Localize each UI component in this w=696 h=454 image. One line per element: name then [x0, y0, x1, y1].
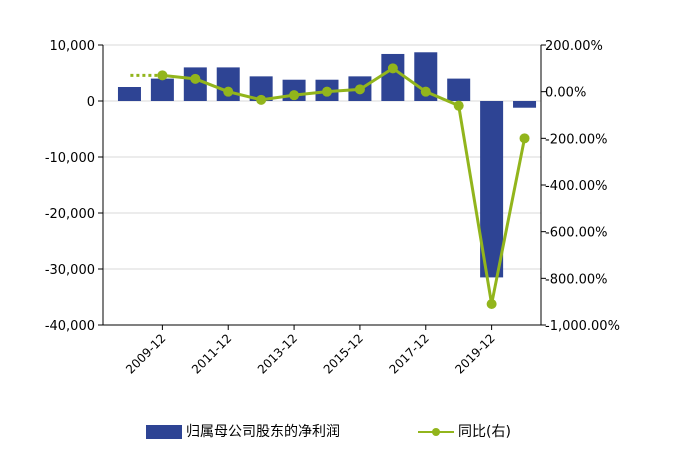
bar — [513, 101, 537, 108]
line-point — [519, 133, 530, 144]
bar — [117, 87, 141, 101]
y-right-tick-label: -400.00% — [545, 179, 608, 194]
x-tick-label: 2017-12 — [387, 331, 432, 376]
y-right-tick-label: -800.00% — [545, 272, 608, 287]
legend-label-bar: 归属母公司股东的净利润 — [186, 424, 340, 440]
line-point — [157, 70, 168, 81]
legend-swatch-dot — [432, 428, 440, 436]
x-tick-label: 2009-12 — [123, 331, 168, 376]
line-point — [223, 86, 234, 97]
y-left-tick-label: -10,000 — [45, 151, 95, 166]
y-right-tick-label: -1,000.00% — [545, 319, 620, 334]
y-right-tick-label: -600.00% — [545, 226, 608, 241]
y-right-tick-label: 200.00% — [545, 39, 603, 54]
x-tick-label: 2013-12 — [255, 331, 300, 376]
bar — [480, 101, 504, 278]
x-axis-ticks: 2009-12 2011-12 2013-12 2015-12 2017-12 2019-… — [123, 325, 498, 377]
line-point — [453, 100, 464, 111]
legend-label-line: 同比(右) — [458, 424, 511, 440]
bar — [447, 78, 471, 101]
line-point — [322, 86, 332, 97]
y-axis-left-ticks: 10,000 0 -10,000 -20,000 -30,000 -40,000 — [45, 39, 103, 334]
line-point — [256, 94, 267, 105]
line-point — [354, 84, 365, 95]
line-point — [289, 90, 300, 101]
line-point — [190, 73, 201, 84]
line-point — [486, 299, 497, 309]
line-path — [162, 66, 527, 306]
y-left-tick-label: -30,000 — [45, 263, 95, 278]
x-tick-label: 2011-12 — [189, 331, 234, 376]
y-left-tick-label: 10,000 — [50, 39, 96, 54]
bar — [150, 78, 174, 101]
x-tick-label: 2019-12 — [452, 331, 497, 376]
line-series — [130, 63, 530, 309]
y-axis-right-ticks: 200.00% 0.00% -200.00% -400.00% -600.00% -800… — [541, 39, 620, 334]
bar — [249, 76, 273, 101]
line-point — [387, 63, 398, 74]
x-tick-label: 2015-12 — [321, 331, 366, 376]
legend: 归属母公司股东的净利润 同比(右) — [0, 422, 696, 442]
y-left-tick-label: -20,000 — [45, 207, 95, 222]
y-right-tick-label: -200.00% — [545, 132, 608, 147]
bar-series — [117, 52, 537, 278]
line-point — [420, 86, 431, 97]
y-right-tick-label: 0.00% — [545, 86, 586, 101]
y-left-tick-label: -40,000 — [45, 319, 95, 334]
bar — [381, 53, 405, 101]
legend-swatch-bar — [146, 425, 182, 439]
bar — [183, 67, 207, 101]
y-left-tick-label: 0 — [87, 95, 95, 110]
